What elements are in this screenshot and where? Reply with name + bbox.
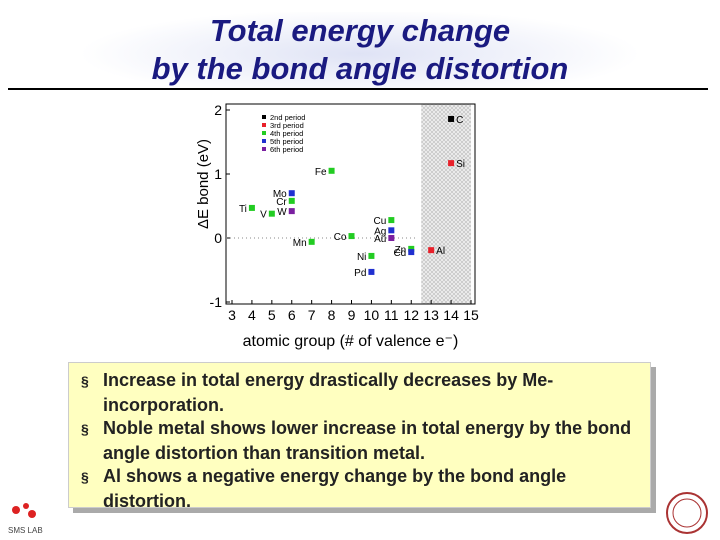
- data-point: [288, 208, 295, 215]
- x-tick-label: 10: [364, 307, 380, 323]
- data-point: [448, 160, 455, 167]
- data-point: [328, 167, 335, 174]
- legend-swatch: [262, 123, 266, 127]
- y-tick-label: 2: [214, 102, 222, 118]
- point-label: Cr: [276, 197, 287, 208]
- legend-label: 2nd period: [270, 113, 305, 122]
- point-label: Ag: [374, 226, 386, 237]
- x-tick-label: 12: [403, 307, 419, 323]
- x-tick-label: 13: [423, 307, 439, 323]
- data-point: [288, 190, 295, 197]
- x-tick-label: 4: [248, 307, 256, 323]
- highlight-region: [421, 104, 471, 304]
- data-point: [368, 252, 375, 259]
- legend-label: 3rd period: [270, 121, 304, 130]
- point-label: Cu: [374, 216, 387, 227]
- institute-logo: [666, 492, 708, 534]
- data-point: [388, 235, 395, 241]
- bullet: Noble metal shows lower increase in tota…: [81, 417, 648, 465]
- y-tick-label: 1: [214, 166, 222, 182]
- x-axis-label: atomic group (# of valence e⁻): [243, 333, 459, 350]
- point-label: Au: [374, 234, 386, 245]
- bullet: Al shows a negative energy change by the…: [81, 465, 648, 513]
- y-tick-label: -1: [210, 294, 223, 310]
- legend-swatch: [262, 139, 266, 143]
- x-tick-label: 7: [308, 307, 316, 323]
- data-point: [288, 197, 295, 204]
- lab-logo: SMS LAB: [8, 526, 43, 535]
- x-tick-label: 8: [328, 307, 336, 323]
- data-point: [408, 245, 415, 252]
- data-point: [388, 217, 395, 224]
- point-label: Mo: [273, 189, 287, 200]
- legend-label: 4th period: [270, 129, 303, 138]
- legend-swatch: [262, 131, 266, 135]
- data-point: [308, 238, 315, 245]
- bullet-box: Increase in total energy drastically dec…: [68, 362, 651, 511]
- point-label: Al: [436, 246, 445, 257]
- x-tick-label: 6: [288, 307, 296, 323]
- legend-label: 6th period: [270, 145, 303, 154]
- data-point: [408, 249, 415, 256]
- data-point: [448, 115, 455, 122]
- data-point: [348, 233, 355, 240]
- title-line: by the bond angle distortion: [151, 51, 569, 86]
- x-tick-label: 14: [443, 307, 459, 323]
- point-label: Mn: [293, 238, 307, 249]
- title-line: Total energy change: [209, 13, 511, 48]
- data-point: [248, 204, 255, 211]
- point-label: Pd: [354, 268, 366, 279]
- point-label: Co: [334, 232, 347, 243]
- data-point: [368, 268, 375, 275]
- slide-title: Total energy change by the bond angle di…: [0, 12, 720, 88]
- point-label: W: [277, 207, 287, 218]
- legend-label: 5th period: [270, 137, 303, 146]
- legend-swatch: [262, 115, 266, 119]
- bullet: Increase in total energy drastically dec…: [81, 369, 648, 417]
- title-rule: [8, 88, 708, 90]
- point-label: Cd: [393, 248, 406, 259]
- x-tick-label: 11: [384, 307, 399, 323]
- data-point: [428, 247, 435, 254]
- data-point: [388, 227, 395, 234]
- point-label: V: [260, 210, 267, 221]
- plot-frame: [225, 103, 476, 305]
- point-label: Ni: [357, 252, 366, 263]
- point-label: Si: [456, 159, 465, 170]
- x-tick-label: 3: [228, 307, 236, 323]
- point-label: Fe: [315, 167, 327, 178]
- x-tick-label: 15: [463, 307, 479, 323]
- point-label: Ti: [239, 204, 247, 215]
- point-label: C: [456, 115, 463, 126]
- lab-logo-icon: [12, 503, 36, 518]
- point-label: Zn: [395, 245, 407, 256]
- y-axis-label: ΔE bond (eV): [195, 139, 212, 229]
- x-tick-label: 9: [348, 307, 356, 323]
- x-tick-label: 5: [268, 307, 276, 323]
- y-tick-label: 0: [214, 230, 222, 246]
- legend-swatch: [262, 147, 266, 151]
- data-point: [268, 210, 275, 217]
